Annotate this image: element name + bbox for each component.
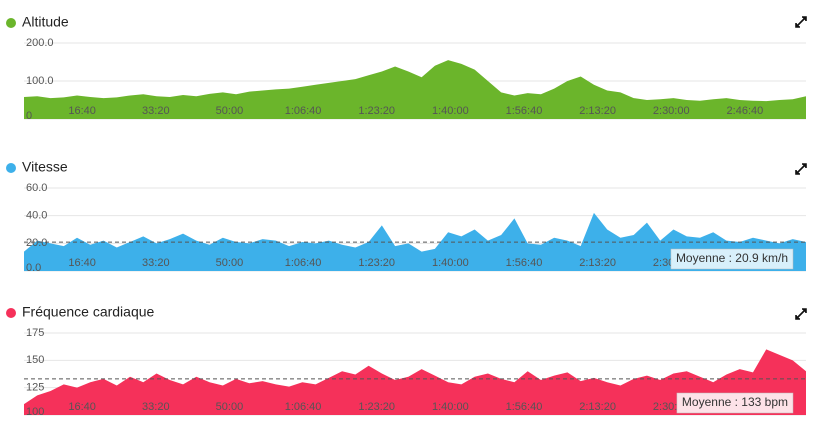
x-tick-label: 1:23:20 xyxy=(358,257,395,269)
x-tick-label: 16:40 xyxy=(68,401,96,413)
x-tick-label: 50:00 xyxy=(216,105,244,117)
x-tick-label: 2:46:40 xyxy=(727,105,764,117)
legend-dot xyxy=(6,308,16,318)
area xyxy=(24,212,806,271)
x-tick-label: 50:00 xyxy=(216,401,244,413)
y-tick-label: 0.0 xyxy=(26,262,41,274)
x-tick-label: 1:06:40 xyxy=(285,257,322,269)
x-tick-label: 1:56:40 xyxy=(506,105,543,117)
y-tick-label: 100.0 xyxy=(26,75,54,87)
x-tick-label: 16:40 xyxy=(68,105,96,117)
y-tick-label: 0 xyxy=(26,110,32,122)
legend-dot xyxy=(6,163,16,173)
x-tick-label: 1:23:20 xyxy=(358,105,395,117)
badge-bg xyxy=(676,392,794,414)
x-tick-label: 1:40:00 xyxy=(432,105,469,117)
chart-title: Altitude xyxy=(22,14,69,30)
y-tick-label: 125 xyxy=(26,382,44,394)
y-tick-label: 100 xyxy=(26,406,44,418)
x-tick-label: 2:13:20 xyxy=(579,401,616,413)
y-tick-label: 20.0 xyxy=(26,237,47,249)
area xyxy=(24,349,806,415)
area xyxy=(24,60,806,119)
x-tick-label: 1:56:40 xyxy=(506,401,543,413)
y-tick-label: 175 xyxy=(26,327,44,339)
x-tick-label: 1:06:40 xyxy=(285,401,322,413)
y-tick-label: 60.0 xyxy=(26,182,47,194)
x-tick-label: 2:30:00 xyxy=(653,105,690,117)
y-tick-label: 150 xyxy=(26,354,44,366)
average-label: Moyenne : 20.9 km/h xyxy=(676,251,788,265)
x-tick-label: 33:20 xyxy=(142,105,170,117)
chart-title: Fréquence cardiaque xyxy=(22,304,155,320)
x-tick-label: 33:20 xyxy=(142,401,170,413)
average-badge: Moyenne : 133 bpm xyxy=(676,392,794,414)
average-badge: Moyenne : 20.9 km/h xyxy=(670,248,794,270)
x-tick-label: 1:40:00 xyxy=(432,257,469,269)
x-tick-label: 1:06:40 xyxy=(285,105,322,117)
average-label: Moyenne : 133 bpm xyxy=(682,395,788,409)
x-tick-label: 1:40:00 xyxy=(432,401,469,413)
x-tick-label: 33:20 xyxy=(142,257,170,269)
y-tick-label: 40.0 xyxy=(26,210,47,222)
x-tick-label: 2:13:20 xyxy=(579,257,616,269)
x-tick-label: 50:00 xyxy=(216,257,244,269)
y-tick-label: 200.0 xyxy=(26,37,54,49)
expand-icon[interactable] xyxy=(795,16,807,28)
x-tick-label: 2:13:20 xyxy=(579,105,616,117)
expand-icon[interactable] xyxy=(795,163,807,175)
expand-icon[interactable] xyxy=(795,308,807,320)
chart-title: Vitesse xyxy=(22,159,68,175)
badge-bg xyxy=(670,248,794,270)
x-tick-label: 1:56:40 xyxy=(506,257,543,269)
x-tick-label: 16:40 xyxy=(68,257,96,269)
x-tick-label: 1:23:20 xyxy=(358,401,395,413)
legend-dot xyxy=(6,18,16,28)
